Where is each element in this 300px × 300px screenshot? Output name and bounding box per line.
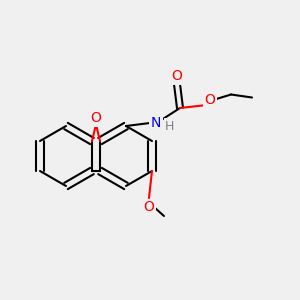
Text: O: O [91, 112, 101, 125]
Text: N: N [151, 116, 161, 130]
Text: O: O [143, 200, 155, 214]
Text: O: O [172, 70, 182, 83]
Text: O: O [205, 94, 215, 107]
Text: H: H [165, 119, 174, 133]
